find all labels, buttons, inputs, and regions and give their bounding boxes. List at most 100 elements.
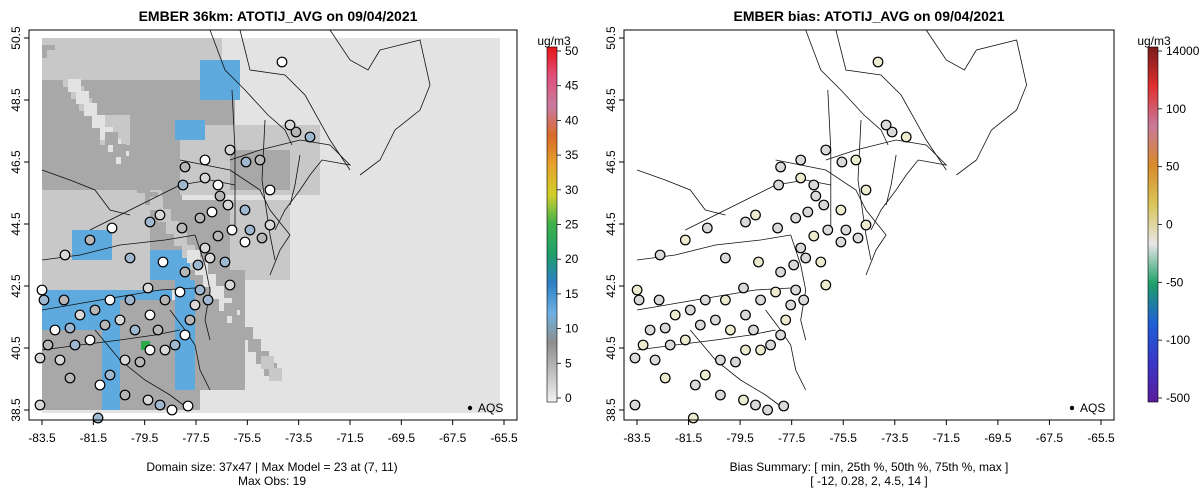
left-y-tick-label: 46.5	[9, 150, 23, 174]
aqs-site-marker	[104, 294, 116, 306]
grid-cell	[269, 368, 282, 381]
aqs-site-marker	[840, 224, 852, 236]
grid-cell	[150, 197, 163, 210]
aqs-site-marker	[74, 309, 86, 321]
border-line	[775, 159, 887, 276]
right-y-tick-label: 40.5	[604, 336, 618, 360]
aqs-site-marker	[106, 222, 118, 234]
aqs-site-marker	[166, 404, 178, 416]
aqs-site-marker	[304, 131, 316, 143]
aqs-site-marker	[795, 242, 807, 254]
aqs-site-marker	[798, 294, 810, 306]
aqs-site-marker	[654, 249, 666, 261]
aqs-site-marker	[54, 354, 66, 366]
aqs-site-marker	[808, 179, 820, 191]
aqs-site-marker	[762, 404, 773, 416]
right-y-tick-label: 48.5	[604, 88, 618, 112]
grid-cell	[248, 339, 261, 352]
aqs-site-marker	[142, 394, 154, 406]
aqs-site-marker	[119, 389, 131, 401]
aqs-site-marker	[818, 199, 830, 211]
aqs-site-marker	[750, 399, 761, 411]
grid-cell	[105, 132, 118, 145]
right-colorbar-tick-label: 50	[1166, 160, 1180, 174]
left-x-tick-label: -69.5	[388, 431, 416, 445]
border-line	[289, 154, 301, 206]
aqs-site-marker	[725, 324, 736, 336]
aqs-site-marker	[94, 379, 106, 391]
aqs-site-marker	[772, 222, 783, 234]
border-line	[179, 159, 291, 276]
aqs-legend-dot	[1069, 405, 1075, 411]
border-line	[261, 119, 276, 261]
aqs-site-marker	[276, 56, 288, 68]
aqs-site-marker	[659, 322, 671, 334]
right-y-tick-label: 38.5	[604, 398, 618, 422]
left-colorbar-tick-label: 5	[565, 356, 572, 370]
grid-cell-block	[175, 120, 205, 140]
aqs-site-marker	[202, 294, 214, 306]
aqs-site-marker	[254, 154, 266, 166]
aqs-site-marker	[770, 286, 781, 298]
state-borders	[41, 29, 431, 411]
grid-cell	[113, 144, 126, 157]
aqs-site-marker	[800, 252, 812, 264]
state-borders	[636, 29, 1028, 411]
left-y-tick-label: 50.5	[9, 26, 23, 50]
grid-cell	[55, 62, 68, 75]
aqs-site-marker	[778, 400, 790, 412]
border-line	[805, 29, 889, 146]
left-axes: -83.5 -81.5 -79.5 -77.5 -75.5 -73.5 -71.5 -69.5…	[9, 26, 518, 445]
left-footer-line2: Max Obs: 19	[237, 474, 307, 488]
aqs-site-marker	[226, 224, 238, 236]
aqs-site-marker	[802, 206, 814, 218]
left-x-tick-label: -65.5	[490, 431, 518, 445]
aqs-site-marker	[810, 190, 822, 202]
aqs-site-marker	[785, 299, 797, 311]
aqs-site-marker	[852, 232, 864, 244]
border-line	[685, 179, 831, 231]
aqs-site-marker	[244, 224, 256, 236]
right-colorbar-tick-label: -100	[1166, 333, 1190, 347]
aqs-site-marker	[240, 156, 252, 168]
aqs-site-marker	[669, 309, 681, 321]
left-y-tick-label: 48.5	[9, 88, 23, 112]
grid-cell	[76, 91, 89, 104]
right-colorbar-tick-label: 0	[1166, 218, 1173, 232]
aqs-site-marker	[820, 144, 832, 156]
right-colorbar-unit: ug/m3	[1137, 34, 1171, 48]
right-y-tick-label: 50.5	[604, 26, 618, 50]
aqs-site-marker	[710, 314, 721, 326]
left-x-tick-label: -67.5	[439, 431, 467, 445]
border-line	[825, 139, 948, 231]
aqs-site-marker	[129, 324, 141, 336]
left-y-tick-label: 40.5	[9, 336, 23, 360]
aqs-site-marker	[189, 299, 201, 311]
aqs-site-marker	[69, 339, 81, 351]
aqs-site-marker	[142, 282, 154, 294]
grid-cell	[47, 50, 60, 63]
aqs-site-marker	[59, 249, 71, 261]
left-x-tick-label: -81.5	[80, 431, 108, 445]
border-line	[689, 329, 786, 411]
left-aqs-legend	[467, 405, 473, 411]
aqs-site-marker	[179, 266, 191, 278]
aqs-site-marker	[264, 219, 276, 231]
aqs-site-marker	[738, 394, 749, 406]
left-y-tick-label: 38.5	[9, 398, 23, 422]
aqs-site-marker	[199, 172, 211, 184]
right-colorbar-tick-label: 14000	[1166, 44, 1200, 58]
aqs-site-marker	[179, 161, 191, 173]
aqs-site-marker	[788, 259, 800, 271]
left-aqs-legend-label: AQS	[478, 401, 504, 415]
aqs-site-marker	[36, 284, 48, 296]
aqs-site-marker	[755, 344, 766, 356]
border-line	[827, 89, 832, 230]
left-colorbar-tick-label: 20	[565, 252, 579, 266]
border-line	[239, 29, 351, 171]
aqs-site-marker	[790, 284, 802, 296]
aqs-site-marker	[679, 334, 691, 346]
aqs-site-marker	[174, 286, 186, 298]
grid-cell	[84, 103, 97, 116]
right-colorbar-tick-label: -50	[1166, 275, 1184, 289]
